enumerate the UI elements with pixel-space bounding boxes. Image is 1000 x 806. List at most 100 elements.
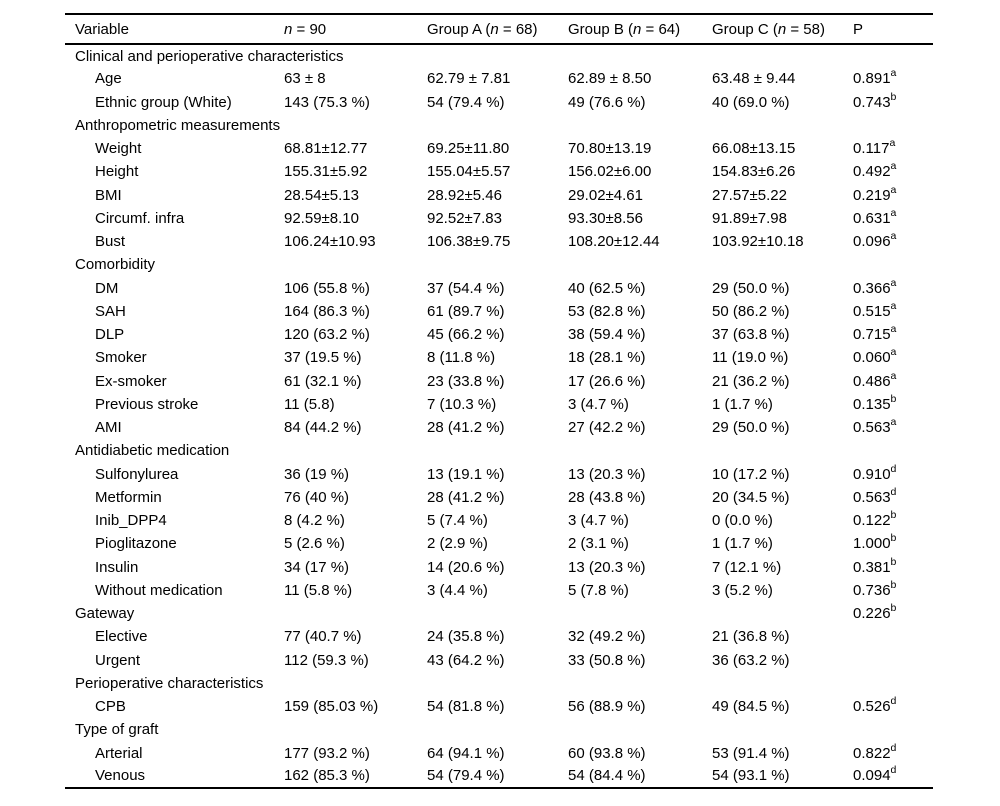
value-cell: 37 (54.4 %) bbox=[427, 279, 505, 297]
section-row: Comorbidity bbox=[65, 253, 933, 276]
table-row: Height 155.31±5.92 155.04±5.57 156.02±6.00 1… bbox=[65, 160, 933, 183]
column-header: n = 90 bbox=[284, 20, 327, 38]
value-cell: 28 (41.2 %) bbox=[427, 488, 505, 506]
p-value-cell: 0.743b bbox=[843, 91, 933, 114]
value-cell: 11 (5.8 %) bbox=[284, 581, 353, 599]
value-cell: 177 (93.2 %) bbox=[284, 744, 370, 762]
value-cell: 11 (5.8) bbox=[284, 395, 335, 413]
value-cell: 29.02±4.61 bbox=[568, 186, 643, 204]
p-value: 0.822 bbox=[853, 744, 891, 762]
p-value-cell: 0.096a bbox=[843, 230, 933, 253]
italic-n: n bbox=[490, 20, 499, 38]
value-cell: 13 (20.3 %) bbox=[568, 558, 646, 576]
value-cell: 11 (19.0 %) bbox=[712, 349, 789, 367]
column-header: Group B (n = 64) bbox=[568, 20, 681, 38]
p-value: 0.226 bbox=[853, 605, 891, 623]
value-cell: 20 (34.5 %) bbox=[712, 488, 790, 506]
value-cell: 7 (10.3 %) bbox=[427, 395, 497, 413]
value-cell: 54 (79.4 %) bbox=[427, 767, 505, 785]
p-value: 0.486 bbox=[853, 372, 891, 390]
variable-name: Ethnic group (White) bbox=[95, 93, 232, 111]
value-cell: 61 (89.7 %) bbox=[427, 302, 505, 320]
table-row: Elective 77 (40.7 %) 24 (35.8 %) 32 (49.2 %… bbox=[65, 625, 933, 648]
section-label: Perioperative characteristics bbox=[75, 674, 264, 692]
value-cell: 28 (43.8 %) bbox=[568, 488, 646, 506]
p-superscript: d bbox=[890, 741, 897, 754]
value-cell: 56 (88.9 %) bbox=[568, 698, 646, 716]
variable-name: Elective bbox=[95, 628, 148, 646]
value-cell: 120 (63.2 %) bbox=[284, 326, 370, 344]
section-label: Antidiabetic medication bbox=[75, 442, 230, 460]
p-value-cell: 0.226b bbox=[843, 602, 933, 625]
p-value: 0.060 bbox=[853, 349, 891, 367]
table-row: SAH 164 (86.3 %) 61 (89.7 %) 53 (82.8 %) 50 … bbox=[65, 300, 933, 323]
value-cell: 92.59±8.10 bbox=[284, 209, 359, 227]
value-cell: 5 (7.4 %) bbox=[427, 512, 488, 530]
p-superscript: a bbox=[890, 299, 897, 312]
table-row: Venous 162 (85.3 %) 54 (79.4 %) 54 (84.4 %)… bbox=[65, 765, 933, 788]
table-row: Inib_DPP4 8 (4.2 %) 5 (7.4 %) 3 (4.7 %) 0 (0… bbox=[65, 509, 933, 532]
p-value: 0.219 bbox=[853, 186, 891, 204]
table-row: Sulfonylurea 36 (19 %) 13 (19.1 %) 13 (20.3… bbox=[65, 463, 933, 486]
p-value-cell: 0.492a bbox=[843, 160, 933, 183]
table-row: Pioglitazone 5 (2.6 %) 2 (2.9 %) 2 (3.1 %) 1… bbox=[65, 532, 933, 555]
value-cell: 29 (50.0 %) bbox=[712, 279, 790, 297]
p-value-cell: 0.526d bbox=[843, 695, 933, 718]
column-header: Group C (n = 58) bbox=[712, 20, 825, 38]
value-cell: 0 (0.0 %) bbox=[712, 512, 773, 530]
p-superscript: a bbox=[890, 183, 897, 196]
value-cell: 36 (19 %) bbox=[284, 465, 350, 483]
p-value: 0.715 bbox=[853, 326, 891, 344]
value-cell: 62.89 ± 8.50 bbox=[568, 70, 652, 88]
table-row: Bust 106.24±10.93 106.38±9.75 108.20±12.44 1… bbox=[65, 230, 933, 253]
table-row: Smoker 37 (19.5 %) 8 (11.8 %) 18 (28.1 %) 11… bbox=[65, 346, 933, 369]
variable-name: Pioglitazone bbox=[95, 535, 177, 553]
section-row: Antidiabetic medication bbox=[65, 439, 933, 462]
p-value-cell: 0.060a bbox=[843, 346, 933, 369]
value-cell: 155.04±5.57 bbox=[427, 163, 511, 181]
variable-name: Bust bbox=[95, 233, 126, 251]
variable-name: Metformin bbox=[95, 488, 162, 506]
value-cell: 3 (4.7 %) bbox=[568, 512, 629, 530]
p-superscript: b bbox=[890, 532, 897, 545]
value-cell: 28.92±5.46 bbox=[427, 186, 502, 204]
p-value: 0.891 bbox=[853, 70, 891, 88]
value-cell: 155.31±5.92 bbox=[284, 163, 368, 181]
p-value-cell: 0.381b bbox=[843, 556, 933, 579]
value-cell: 21 (36.8 %) bbox=[712, 628, 790, 646]
p-superscript: a bbox=[890, 369, 897, 382]
p-value-cell: 0.822d bbox=[843, 742, 933, 765]
value-cell: 5 (2.6 %) bbox=[284, 535, 345, 553]
value-cell: 84 (44.2 %) bbox=[284, 419, 362, 437]
p-superscript: a bbox=[890, 323, 897, 336]
section-row: Perioperative characteristics bbox=[65, 672, 933, 695]
table-row: Urgent 112 (59.3 %) 43 (64.2 %) 33 (50.8 %)… bbox=[65, 649, 933, 672]
value-cell: 40 (62.5 %) bbox=[568, 279, 646, 297]
value-cell: 2 (2.9 %) bbox=[427, 535, 488, 553]
value-cell: 103.92±10.18 bbox=[712, 233, 804, 251]
p-value-cell: 0.135b bbox=[843, 393, 933, 416]
value-cell: 49 (76.6 %) bbox=[568, 93, 646, 111]
value-cell: 3 (4.4 %) bbox=[427, 581, 488, 599]
value-cell: 7 (12.1 %) bbox=[712, 558, 782, 576]
value-cell: 159 (85.03 %) bbox=[284, 698, 379, 716]
value-cell: 40 (69.0 %) bbox=[712, 93, 790, 111]
section-label: Gateway bbox=[75, 605, 135, 623]
paper-table-container: Variable n = 90 Group A (n = 68) Group B (n… bbox=[65, 13, 933, 789]
section-label: Comorbidity bbox=[75, 256, 156, 274]
table-row: Ex-smoker 61 (32.1 %) 23 (33.8 %) 17 (26.6 … bbox=[65, 370, 933, 393]
value-cell: 106 (55.8 %) bbox=[284, 279, 370, 297]
header-row: Variable n = 90 Group A (n = 68) Group B (n… bbox=[65, 14, 933, 44]
value-cell: 37 (63.8 %) bbox=[712, 326, 790, 344]
p-value-cell bbox=[843, 253, 933, 276]
p-value: 0.910 bbox=[853, 465, 891, 483]
italic-n: n bbox=[777, 20, 787, 38]
value-cell: 54 (81.8 %) bbox=[427, 698, 505, 716]
value-cell: 28 (41.2 %) bbox=[427, 419, 505, 437]
p-value-cell bbox=[843, 672, 933, 695]
p-superscript: a bbox=[890, 276, 897, 289]
value-cell: 45 (66.2 %) bbox=[427, 326, 505, 344]
value-cell: 76 (40 %) bbox=[284, 488, 350, 506]
p-value-cell bbox=[843, 649, 933, 672]
value-cell: 63 ± 8 bbox=[284, 70, 326, 88]
